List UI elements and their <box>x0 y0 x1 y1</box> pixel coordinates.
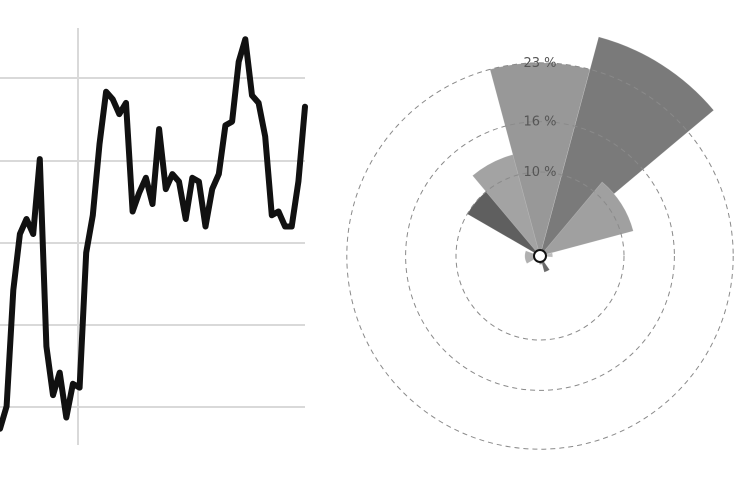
rose-ring-2 <box>405 121 675 391</box>
rose-ring-1 <box>455 171 625 341</box>
rose-rings <box>346 62 734 450</box>
rose-ring-3 <box>346 62 734 450</box>
line-chart <box>0 28 308 445</box>
rose-ring-label-3: 23 % <box>523 56 556 71</box>
rose-ring-label-2: 16 % <box>523 115 556 130</box>
rose-sector-4 <box>539 36 715 257</box>
rose-sector-5 <box>539 181 634 257</box>
rose-sector-9 <box>524 250 541 265</box>
line-series <box>0 36 308 432</box>
line-chart-grid <box>0 28 305 445</box>
rose-center-hub <box>533 249 547 263</box>
rose-chart: 10 % 16 % 23 % <box>346 36 734 450</box>
rose-ring-labels: 10 % 16 % 23 % <box>523 56 556 180</box>
rose-sectors <box>466 36 715 273</box>
rose-ring-label-1: 10 % <box>523 165 556 180</box>
